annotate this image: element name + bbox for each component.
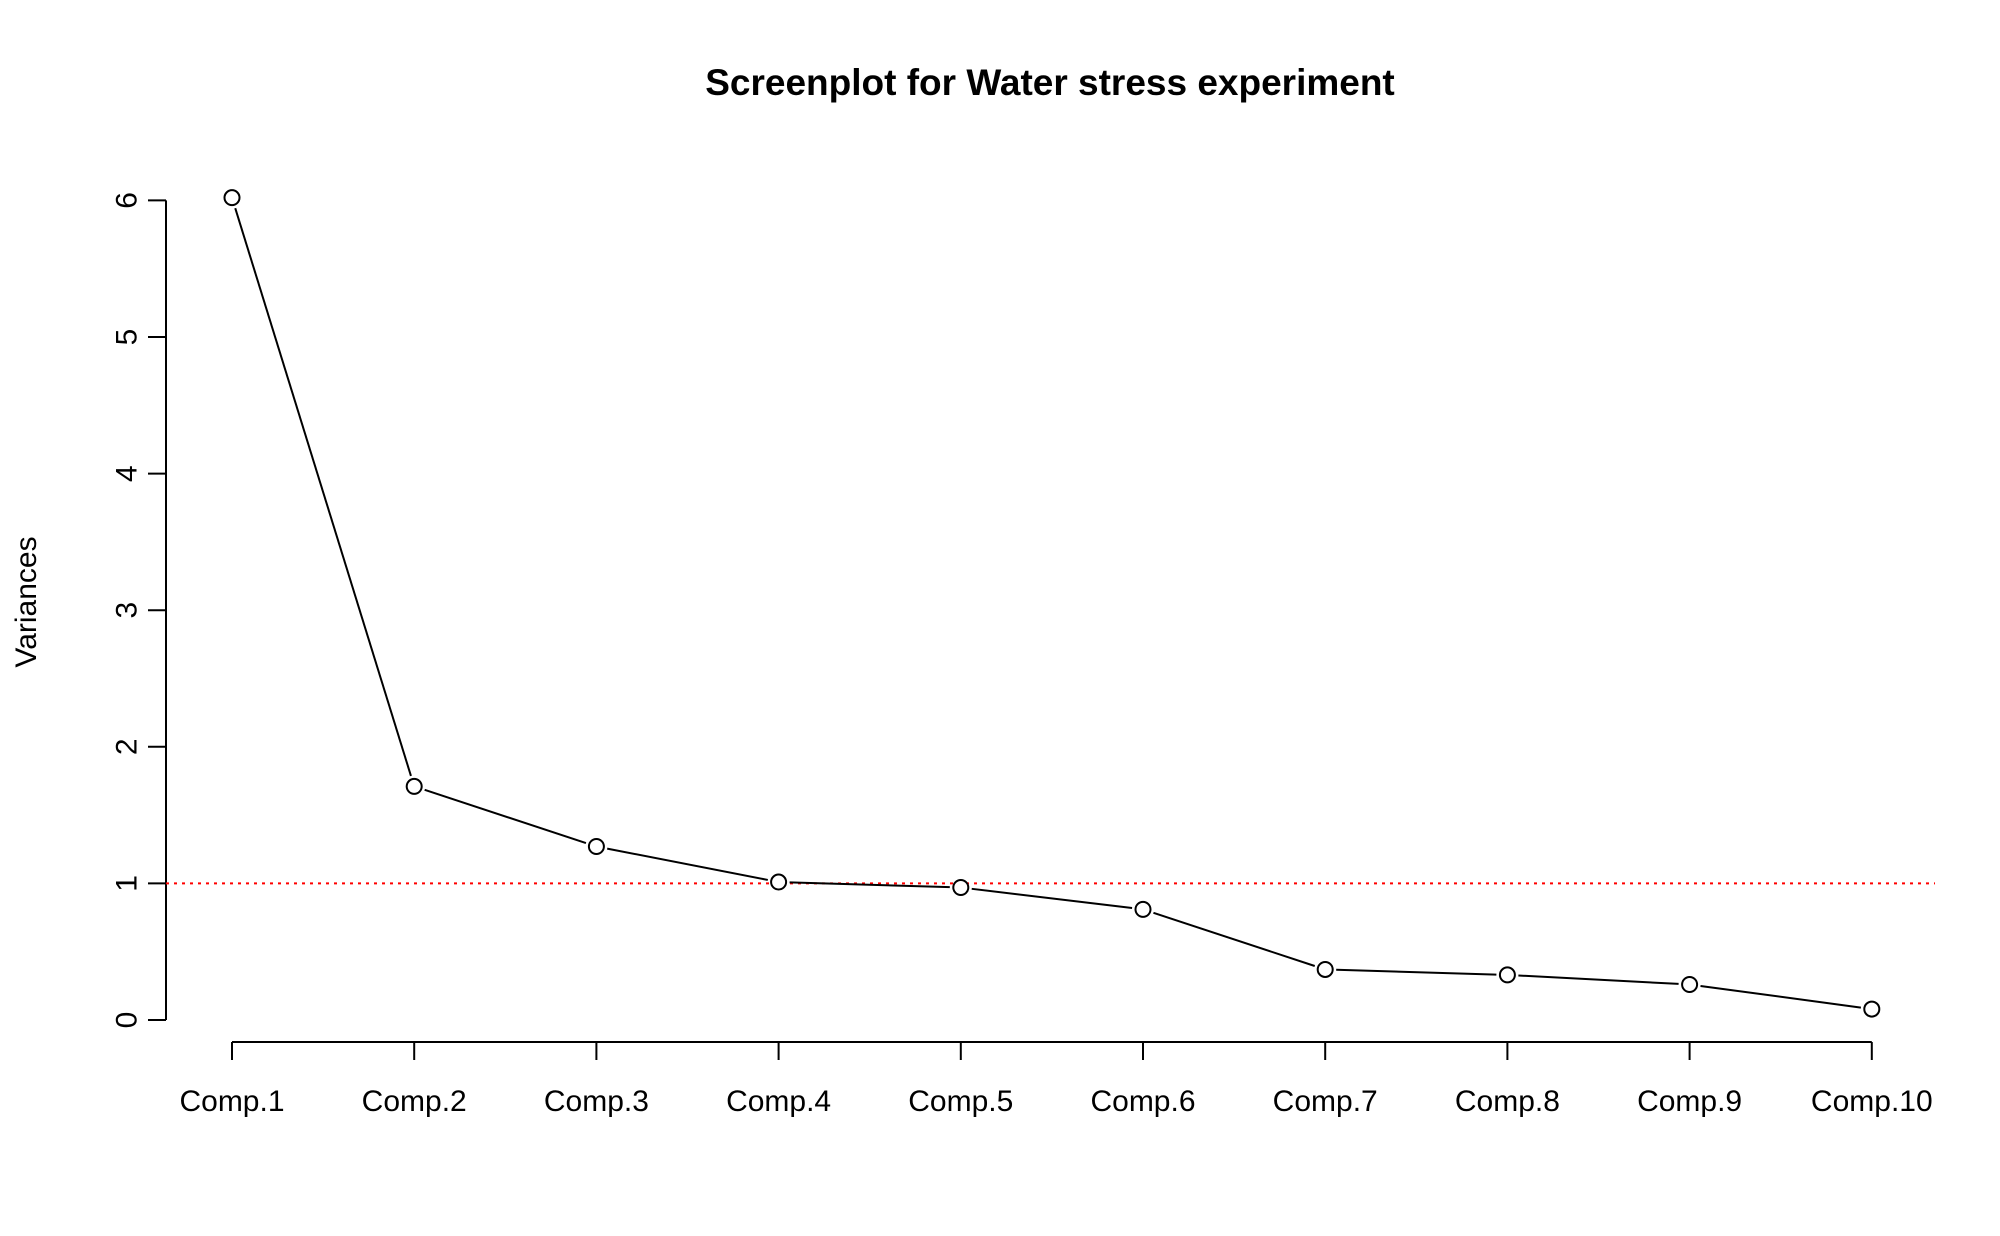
- series-segment: [234, 207, 412, 777]
- series-segment: [789, 881, 950, 889]
- y-tick-label: 6: [111, 192, 144, 209]
- y-tick-label: 4: [111, 465, 144, 482]
- y-tick-label: 3: [111, 602, 144, 619]
- chart-title: Screenplot for Water stress experiment: [705, 62, 1395, 103]
- y-axis-label: Variances: [10, 536, 43, 667]
- x-tick-label: Comp.10: [1811, 1085, 1933, 1118]
- data-point-comp-2: [405, 777, 423, 795]
- series-segment: [607, 847, 768, 881]
- series-segment: [1518, 974, 1679, 985]
- x-tick-label: Comp.7: [1273, 1085, 1378, 1118]
- x-axis: Comp.1 Comp.2 Comp.3 Comp.4 Comp.5 Comp.6 Comp…: [179, 1041, 1933, 1118]
- y-tick-label: 1: [111, 875, 144, 892]
- data-point-comp-3: [587, 838, 605, 856]
- x-tick-label: Comp.1: [179, 1085, 284, 1118]
- x-tick-label: Comp.5: [908, 1085, 1013, 1118]
- y-axis: 0 1 2 3 4 5 6: [111, 192, 167, 1028]
- data-point-comp-9: [1681, 975, 1699, 993]
- data-point-comp-4: [770, 873, 788, 891]
- x-tick-label: Comp.3: [544, 1085, 649, 1118]
- data-point-comp-5: [952, 878, 970, 896]
- series-segment: [1336, 968, 1497, 976]
- x-tick-label: Comp.8: [1455, 1085, 1560, 1118]
- series-segment: [971, 887, 1133, 910]
- x-tick-label: Comp.6: [1090, 1085, 1195, 1118]
- data-point-comp-8: [1498, 966, 1516, 984]
- series-group: [223, 189, 1881, 1018]
- data-point-comp-7: [1316, 960, 1334, 978]
- x-tick-label: Comp.2: [362, 1085, 467, 1118]
- y-tick-label: 5: [111, 329, 144, 346]
- y-tick-label: 0: [111, 1012, 144, 1029]
- x-tick-label: Comp.9: [1637, 1085, 1742, 1118]
- data-point-comp-1: [223, 189, 241, 207]
- x-tick-label: Comp.4: [726, 1085, 831, 1118]
- data-point-comp-10: [1863, 1000, 1881, 1018]
- data-point-comp-6: [1134, 900, 1152, 918]
- series-segment: [1700, 984, 1862, 1009]
- series-segment: [1153, 911, 1316, 967]
- series-segment: [424, 788, 587, 845]
- y-tick-label: 2: [111, 738, 144, 755]
